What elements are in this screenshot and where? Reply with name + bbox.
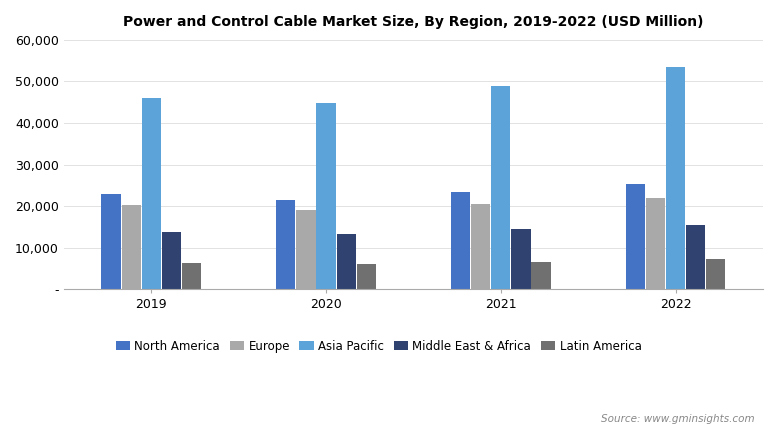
Bar [121,205,141,289]
Legend: North America, Europe, Asia Pacific, Middle East & Africa, Latin America: North America, Europe, Asia Pacific, Mid… [110,335,646,357]
Bar [337,234,356,289]
Bar [471,204,490,289]
Bar [491,86,510,289]
Bar [356,264,376,289]
Bar [162,232,181,289]
Bar [101,194,121,289]
Bar [511,229,531,289]
Bar [686,225,706,289]
Bar [317,103,335,289]
Bar [451,191,470,289]
Bar [706,259,725,289]
Bar [531,262,551,289]
Bar [666,67,685,289]
Bar [276,200,296,289]
Title: Power and Control Cable Market Size, By Region, 2019-2022 (USD Million): Power and Control Cable Market Size, By … [123,15,703,29]
Bar [296,210,316,289]
Bar [182,262,201,289]
Bar [646,198,665,289]
Bar [142,98,161,289]
Bar [626,184,645,289]
Text: Source: www.gminsights.com: Source: www.gminsights.com [601,414,755,424]
